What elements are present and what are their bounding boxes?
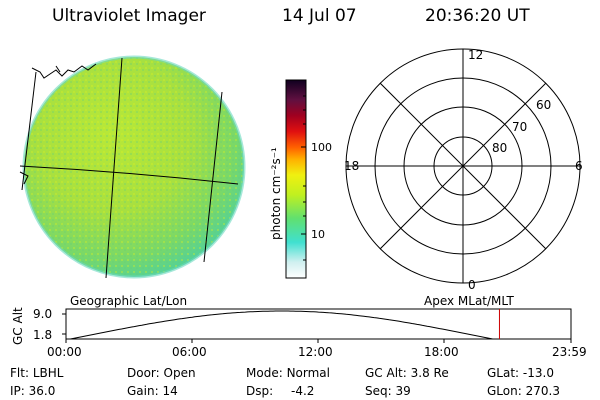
info-glon: GLon: 270.3 [487,384,560,398]
colorbar-tick-10: 10 [311,228,325,241]
uv-earth-image [22,55,246,279]
mlt-label-6: 6 [575,159,583,173]
colorbar-label: photon cm⁻²s⁻¹ [269,147,283,240]
right-panel-caption: Apex MLat/MLT [424,294,514,308]
time-tick-1200: 12:00 [298,345,333,359]
info-ip: IP: 36.0 [10,384,56,398]
mlat-label-80: 80 [492,141,507,155]
altitude-timeline-plot [62,308,572,343]
altitude-ytick-max: 9.0 [33,307,52,321]
info-mode: Mode: Normal [246,366,330,380]
time-tick-2359: 23:59 [552,345,587,359]
colorbar-tick-100: 100 [311,141,332,154]
color-bar [285,79,307,279]
polar-mlat-mlt-plot [345,48,581,284]
altitude-axis-label: GC Alt [11,307,25,345]
info-door: Door: Open [127,366,196,380]
time-tick-0600: 06:00 [172,345,207,359]
mlt-label-12: 12 [468,48,483,62]
instrument-title: Ultraviolet Imager [52,6,206,26]
info-filter: Flt: LBHL [10,366,64,380]
info-gc-alt: GC Alt: 3.8 Re [365,366,449,380]
observation-time: 20:36:20 UT [425,6,530,26]
coastline [19,63,97,185]
mlt-label-0: 0 [468,278,476,292]
mlat-label-60: 60 [536,98,551,112]
mlat-label-70: 70 [512,120,527,134]
altitude-curve [67,310,496,339]
altitude-ytick-min: 1.8 [33,328,52,342]
info-seq: Seq: 39 [365,384,411,398]
time-tick-1800: 18:00 [424,345,459,359]
info-dsp: Dsp: -4.2 [246,384,315,398]
left-panel-caption: Geographic Lat/Lon [70,294,187,308]
time-tick-0000: 00:00 [47,345,82,359]
mlt-label-18: 18 [344,159,359,173]
geographic-grid [19,57,239,279]
info-glat: GLat: -13.0 [487,366,554,380]
info-gain: Gain: 14 [127,384,178,398]
observation-date: 14 Jul 07 [282,6,357,26]
